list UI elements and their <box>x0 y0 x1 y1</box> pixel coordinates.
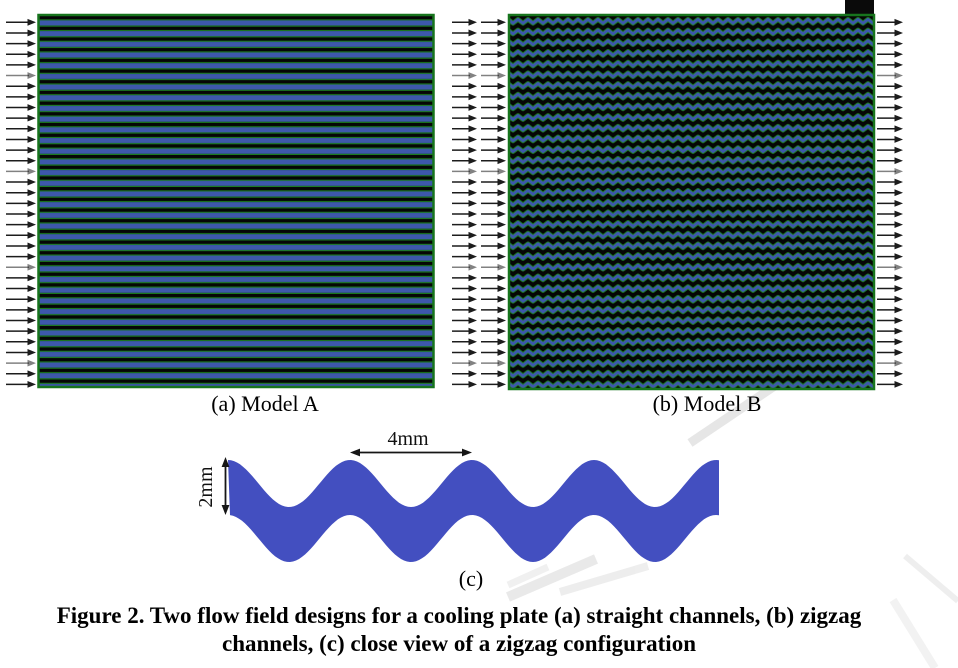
figure-caption-line1: Figure 2. Two flow field designs for a c… <box>56 603 862 628</box>
arrowhead-left-icon <box>350 448 360 457</box>
panel-b-inlet-arrows <box>481 18 506 388</box>
page-artifact-black-tab <box>845 0 874 14</box>
arrowhead-down-icon <box>221 505 230 515</box>
panel-b-caption: (b) Model B <box>652 391 762 416</box>
panel-a-straight-channels <box>37 13 435 389</box>
figure-caption: Figure 2. Two flow field designs for a c… <box>0 602 918 658</box>
arrowhead-right-icon <box>462 448 472 457</box>
panel-a-inlet-arrows <box>6 18 36 388</box>
flow-arrows-layer <box>6 18 903 388</box>
dimension-4mm: 4mm <box>350 428 472 457</box>
dimension-2mm-label: 2mm <box>195 466 217 508</box>
panel-a-outlet-arrows <box>452 18 477 388</box>
arrowhead-up-icon <box>221 457 230 467</box>
panel-c-caption: (c) <box>458 566 484 591</box>
panel-a-caption: (a) Model A <box>211 391 319 416</box>
dimension-2mm: 2mm <box>195 457 230 515</box>
watermark <box>506 377 958 668</box>
figure-caption-line2: channels, (c) close view of a zigzag con… <box>222 631 696 656</box>
dimension-4mm-label: 4mm <box>387 428 429 450</box>
panel-c-zigzag-channel <box>228 460 719 562</box>
panel-b-zigzag-channels <box>507 13 876 391</box>
panel-b-outlet-arrows <box>877 18 903 388</box>
